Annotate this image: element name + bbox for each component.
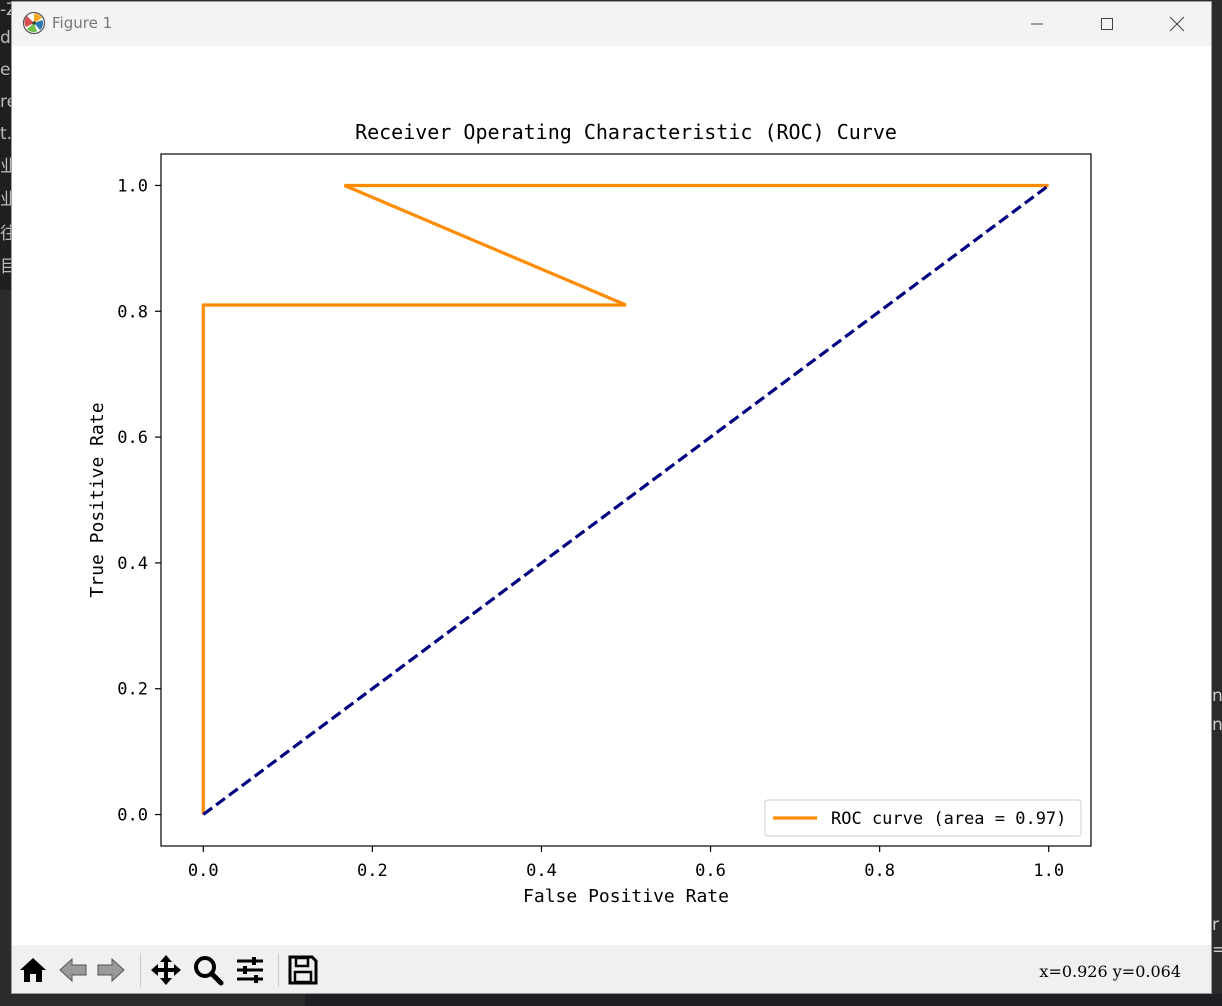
home-icon <box>20 958 46 982</box>
editor-fragment: = <box>1212 940 1222 960</box>
home-button[interactable] <box>16 953 50 987</box>
save-button[interactable] <box>286 953 320 987</box>
close-button[interactable] <box>1142 2 1211 46</box>
maximize-icon <box>1101 18 1113 30</box>
forward-icon <box>97 957 125 983</box>
roc-chart[interactable]: Receiver Operating Characteristic (ROC) … <box>12 46 1211 945</box>
x-tick-label: 0.2 <box>357 861 388 881</box>
axes: Receiver Operating Characteristic (ROC) … <box>87 120 1092 907</box>
minimize-icon <box>1031 23 1043 25</box>
editor-fragment: 业 <box>0 157 12 177</box>
pan-icon <box>151 955 181 985</box>
editor-fragment: d <box>0 28 11 48</box>
figure-window: Figure 1 Receiver Operating Characterist… <box>11 1 1212 994</box>
legend-box <box>764 799 1082 837</box>
legend-label: ROC curve (area = 0.97) <box>831 809 1066 829</box>
y-axis-label: True Positive Rate <box>87 402 108 597</box>
x-tick-label: 0.8 <box>864 861 895 881</box>
editor-fragment: 目 <box>0 257 12 277</box>
editor-fragment: re <box>0 92 12 112</box>
configure-icon <box>237 957 263 983</box>
editor-fragment: t.p <box>0 124 12 144</box>
y-tick-label: 1.0 <box>117 176 148 196</box>
y-tick-label: 0.6 <box>117 428 148 448</box>
chance-diagonal-line <box>202 184 1050 816</box>
minimize-button[interactable] <box>1002 2 1072 46</box>
background-editor-left: -Z d ea re t.p 业 业 往 目 <box>0 0 12 290</box>
pan-button[interactable] <box>149 953 183 987</box>
forward-button[interactable] <box>94 953 128 987</box>
x-axis-label: False Positive Rate <box>523 886 729 907</box>
y-tick-label: 0.0 <box>117 806 148 826</box>
x-tick-label: 0.6 <box>695 861 726 881</box>
x-tick-label: 0.0 <box>188 861 219 881</box>
toolbar-separator <box>140 953 141 987</box>
toolbar-separator <box>278 953 279 987</box>
matplotlib-icon <box>22 11 46 35</box>
cursor-coordinates: x=0.926 y=0.064 <box>1039 962 1181 981</box>
editor-fragment: -Z <box>0 0 12 20</box>
axes-frame <box>160 153 1092 847</box>
back-icon <box>59 957 87 983</box>
title-bar[interactable]: Figure 1 <box>12 2 1211 46</box>
window-title: Figure 1 <box>52 14 113 32</box>
zoom-icon <box>194 956 224 986</box>
editor-fragment: 往 <box>0 224 12 244</box>
y-tick-label: 0.8 <box>117 302 148 322</box>
editor-fragment: n <box>1212 686 1222 706</box>
zoom-button[interactable] <box>191 953 225 987</box>
x-tick-label: 0.4 <box>526 861 557 881</box>
navigation-toolbar: x=0.926 y=0.064 <box>12 945 1211 993</box>
x-tick-label: 1.0 <box>1033 861 1064 881</box>
background-editor-bottom <box>305 994 1222 1006</box>
save-icon <box>288 955 318 985</box>
editor-fragment: 业 <box>0 190 12 210</box>
roc-curve-line <box>201 183 1049 815</box>
chart-title: Receiver Operating Characteristic (ROC) … <box>355 120 897 144</box>
y-tick-label: 0.2 <box>117 680 148 700</box>
editor-fragment: ea <box>0 60 12 80</box>
close-icon <box>1169 16 1185 32</box>
configure-subplots-button[interactable] <box>233 953 267 987</box>
editor-fragment: r <box>1212 915 1219 935</box>
maximize-button[interactable] <box>1072 2 1142 46</box>
editor-fragment: n <box>1212 715 1222 735</box>
back-button[interactable] <box>56 953 90 987</box>
y-tick-label: 0.4 <box>117 554 148 574</box>
